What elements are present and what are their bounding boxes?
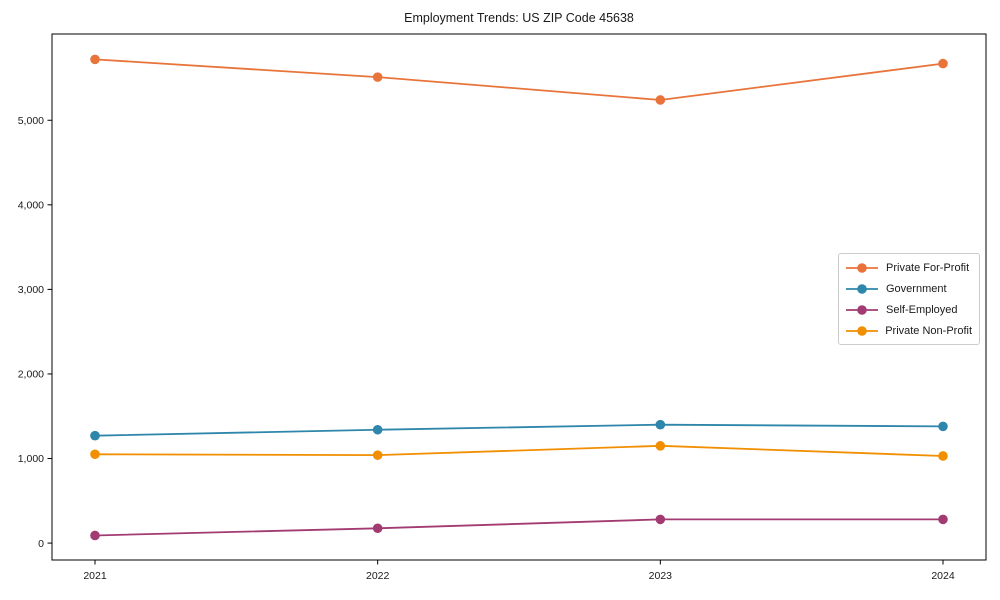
legend-item-private-for-profit: Private For-Profit (845, 259, 972, 276)
data-point-marker (655, 419, 666, 430)
data-point-marker (938, 451, 948, 461)
legend-label-private-for-profit: Private For-Profit (886, 261, 970, 274)
series-line-private-non-profit (94, 444, 944, 457)
series-line-government (94, 423, 944, 437)
legend-item-self-employed: Self-Employed (845, 301, 972, 318)
data-point-marker (372, 72, 383, 82)
data-point-marker (938, 421, 948, 432)
x-tick-label: 2024 (931, 570, 955, 582)
series-line-self-employed (94, 518, 944, 537)
series-markers-self-employed (90, 514, 948, 541)
y-tick-label: 2,000 (18, 369, 44, 381)
data-point-marker (372, 424, 383, 435)
x-tick-label: 2021 (83, 570, 107, 582)
data-point-marker (655, 441, 666, 451)
y-tick-label: 0 (38, 538, 44, 550)
y-tick-label: 5,000 (18, 115, 44, 127)
legend-marker-government (846, 283, 878, 294)
series-markers-government (90, 419, 948, 441)
axes-frame (51, 33, 987, 561)
legend-item-private-non-profit: Private Non-Profit (845, 322, 972, 339)
data-point-marker (90, 430, 100, 441)
y-tick-label: 3,000 (18, 284, 44, 296)
y-tick-label: 1,000 (18, 453, 44, 465)
legend-label-private-non-profit: Private Non-Profit (885, 324, 972, 337)
x-tick-label: 2023 (649, 570, 673, 582)
chart-title: Employment Trends: US ZIP Code 45638 (404, 11, 634, 25)
data-point-marker (655, 95, 666, 105)
legend-item-government: Government (845, 280, 972, 297)
data-point-marker (938, 58, 948, 69)
legend-marker-private-for-profit (846, 262, 878, 273)
legend-marker-self-employed (846, 304, 878, 315)
data-point-marker (938, 514, 948, 525)
series-markers-private-non-profit (90, 441, 948, 461)
series-line-private-for-profit (94, 58, 944, 101)
legend-label-self-employed: Self-Employed (886, 303, 958, 316)
legend: Private For-Profit Government Self-Employe… (838, 253, 980, 345)
y-tick-label: 4,000 (18, 200, 44, 212)
data-point-marker (90, 449, 100, 460)
data-point-marker (90, 54, 100, 65)
data-point-marker (372, 523, 383, 534)
legend-label-government: Government (886, 282, 947, 295)
data-point-marker (372, 450, 383, 460)
legend-marker-private-non-profit (846, 325, 878, 336)
data-point-marker (90, 530, 100, 541)
data-point-marker (655, 514, 666, 525)
x-tick-label: 2022 (366, 570, 390, 582)
series-markers-private-for-profit (90, 54, 948, 105)
